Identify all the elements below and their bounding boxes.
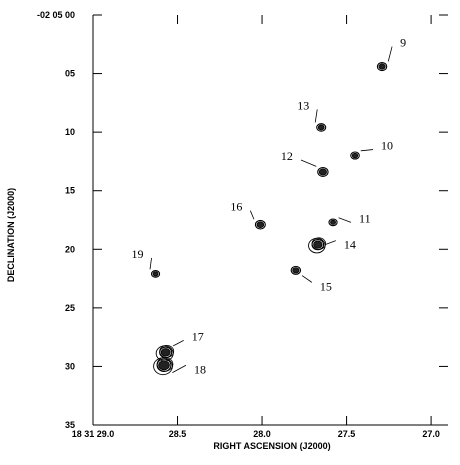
- source-17-label: 17: [192, 329, 204, 343]
- contour-outer: [376, 61, 388, 72]
- source-17-marker: [155, 344, 175, 362]
- source-9-leader: [387, 46, 393, 62]
- source-11-leader: [338, 217, 352, 223]
- contour-inner: [158, 360, 170, 371]
- y-tick-label: 30: [65, 361, 75, 371]
- source-13-label: 13: [297, 98, 309, 112]
- source-13-marker: [316, 123, 327, 132]
- y-tick-label: 05: [65, 69, 75, 79]
- contour-outer: [328, 218, 338, 227]
- y-axis-title: DECLINATION (J2000): [6, 188, 16, 282]
- plot-frame: [92, 15, 448, 426]
- contour-outer: [150, 269, 161, 278]
- source-18-leader: [172, 364, 187, 374]
- y-tick-label: 15: [65, 186, 75, 196]
- contour-outer: [317, 166, 329, 177]
- contour-outer: [316, 123, 327, 132]
- contour-inner: [313, 240, 323, 249]
- source-15-marker: [290, 265, 302, 275]
- contour-outer: [350, 151, 360, 160]
- source-15-leader: [301, 275, 313, 283]
- source-16-leader: [249, 210, 255, 220]
- source-11-marker: [328, 218, 338, 227]
- source-9-label: 9: [400, 36, 406, 50]
- source-9-marker: [376, 61, 388, 72]
- contour-mid: [156, 356, 174, 372]
- x-tick-label: 27.0: [422, 429, 440, 439]
- x-tick-label: 28.0: [253, 429, 271, 439]
- contour-inner: [330, 219, 336, 225]
- contour-mid: [311, 237, 327, 250]
- source-14-leader: [324, 240, 336, 245]
- source-19-leader: [149, 257, 152, 270]
- contour-inner: [152, 271, 159, 277]
- y-tick-label: 20: [65, 244, 75, 254]
- source-labels: 9 10 11 12 13 14 15 16 17 18 19: [132, 36, 407, 377]
- source-19-label: 19: [132, 247, 144, 261]
- source-10-marker: [350, 151, 360, 160]
- contour-inner: [160, 348, 171, 357]
- source-16-label: 16: [230, 200, 242, 214]
- contour-inner: [292, 267, 300, 274]
- source-17-leader: [173, 340, 184, 347]
- source-16-marker: [254, 219, 266, 230]
- contour-outer: [254, 219, 266, 230]
- x-axis-title: RIGHT ASCENSION (J2000): [213, 441, 330, 451]
- x-tick-label: 18 31 29.0: [72, 429, 115, 439]
- source-18-label: 18: [194, 362, 206, 376]
- contour-inner: [318, 168, 327, 176]
- contour-inner: [378, 63, 386, 70]
- source-11-label: 11: [359, 211, 371, 225]
- x-tick-label: 27.5: [338, 429, 356, 439]
- contour-inner: [256, 221, 265, 228]
- source-14-marker: [308, 237, 327, 254]
- source-12-label: 12: [281, 149, 293, 163]
- source-10-label: 10: [381, 139, 393, 153]
- source-markers: [150, 61, 388, 376]
- contour-inner: [351, 152, 359, 159]
- source-10-leader: [360, 149, 374, 152]
- y-tick-label: 35: [65, 420, 75, 430]
- source-12-marker: [317, 166, 329, 177]
- source-12-leader: [300, 159, 317, 167]
- source-14-label: 14: [344, 238, 356, 252]
- source-15-label: 15: [320, 279, 332, 293]
- source-18-marker: [153, 356, 174, 376]
- contour-inner: [317, 124, 325, 131]
- y-tick-label: 25: [65, 303, 75, 313]
- contour-outer: [290, 265, 302, 275]
- y-tick-label: -02 05 00: [37, 10, 75, 20]
- source-19-marker: [150, 269, 161, 278]
- y-tick-label: 10: [65, 127, 75, 137]
- x-tick-label: 28.5: [169, 429, 187, 439]
- source-13-leader: [314, 109, 318, 123]
